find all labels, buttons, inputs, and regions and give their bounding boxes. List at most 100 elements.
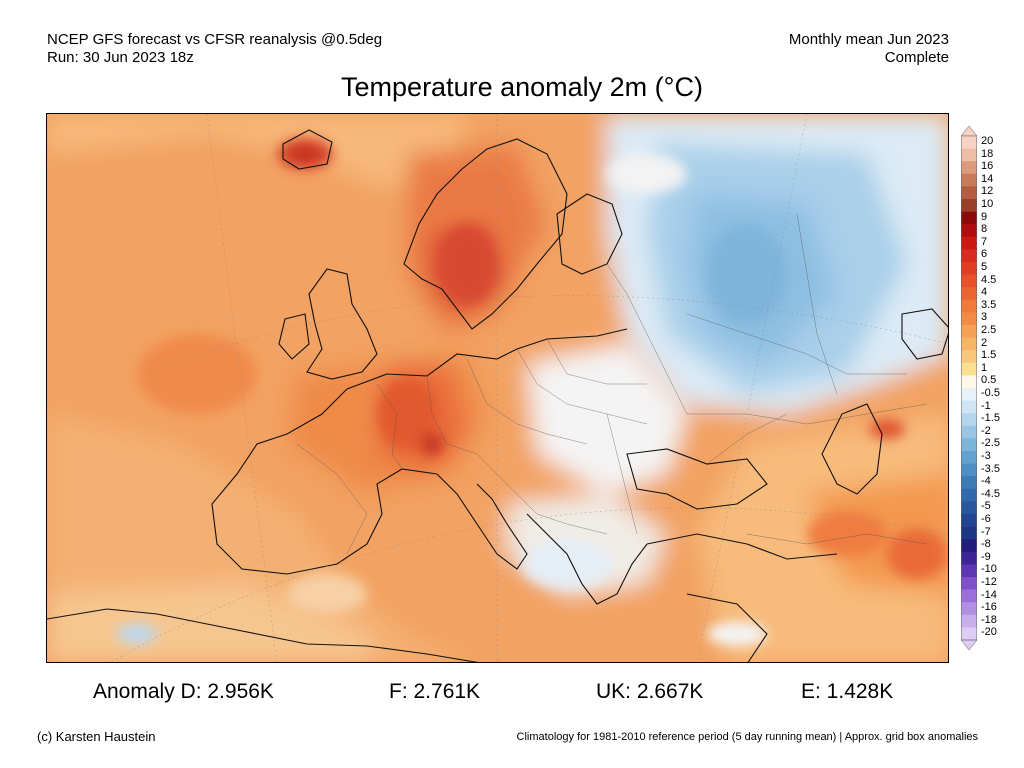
iberia-coast [211,388,438,575]
colorbar-tick-label: 10 [981,198,994,210]
colorbar-tick-label: -9 [981,550,991,563]
colorbar-tick-label: -1.5 [981,412,1000,425]
colorbar-swatch [961,614,977,628]
completion-status: Complete [884,49,949,66]
colorbar-swatch [961,577,977,590]
colorbar-tick-label: -2 [981,424,991,437]
colorbar-tick-label: -1 [981,399,991,412]
colorbar-swatch [961,438,977,452]
colorbar-tick-label: 14 [981,172,994,185]
country-anomalies: Anomaly D: 2.956K F: 2.761K UK: 2.667K E… [0,680,1024,706]
colorbar-swatch [961,262,977,275]
colorbar-tick-label: 1 [981,361,988,374]
colorbar-swatch [961,274,977,288]
levant-coast [686,593,768,662]
copyright: (c) Karsten Haustein [37,729,156,744]
colorbar-tick-label: 7 [981,235,988,248]
italy-coast [436,473,528,570]
colorbar-swatch [961,299,977,313]
colorbar-tick-label: 4.5 [981,273,997,286]
black-sea-coast [626,448,768,510]
colorbar-swatch [961,173,977,187]
colorbar-swatch [961,312,977,326]
colorbar-tick-label: 8 [981,223,988,236]
colorbar-tick-label: -2.5 [981,437,1000,450]
colorbar-outline [961,135,977,641]
scandinavia-coast [403,138,568,330]
colorbar-swatch [961,463,977,477]
iceland-coast [282,129,333,170]
caspian-coast [821,403,883,495]
colorbar-tick-label: 3 [981,311,988,324]
colorbar-swatch [961,148,977,162]
colorbar-swatch [961,564,977,578]
colorbar-tick-label: 2.5 [981,324,997,336]
colorbar-tick-label: 16 [981,160,994,173]
colorbar-tick-label: 12 [981,185,994,198]
colorbar-swatch [961,199,977,212]
header-right: Monthly mean Jun 2023 Complete [789,31,949,67]
colorbar-tick-label: 5 [981,261,988,273]
colorbar-swatch [961,287,977,301]
colorbar-swatch [961,362,977,376]
anomaly-france: F: 2.761K [389,680,481,703]
colorbar-swatch [961,526,977,540]
colorbar-swatch [961,224,977,238]
anomaly-uk: UK: 2.667K [596,680,704,703]
colorbar-swatch [961,514,977,527]
colorbar-tick-label: 20 [981,135,994,147]
colorbar-tick-label: -18 [981,613,997,626]
colorbar-swatch [961,350,977,364]
colorbar-tick-label: -12 [981,576,997,588]
anatolia-coast [646,533,838,560]
ireland-coast [278,313,310,360]
colorbar-swatch [961,501,977,515]
colorbar-swatch [961,551,977,565]
colorbar-tick-label: -6 [981,513,991,525]
graticule [109,114,948,662]
colorbar-swatch [961,337,977,351]
colorbar-tick-label: -7 [981,525,991,538]
colorbar-tick-label: -10 [981,563,997,576]
balkan-coast [526,513,648,605]
colorbar-swatch [961,413,977,427]
colorbar-tick-label: 0.5 [981,374,997,387]
africa-coast [47,608,479,662]
colorbar-swatch [961,249,977,263]
header-left: NCEP GFS forecast vs CFSR reanalysis @0.… [47,31,382,67]
colorbar-swatch [961,236,977,250]
colorbar-min-arrow [961,639,977,650]
colorbar-swatch [961,602,977,616]
britain-coast [306,268,378,380]
colorbar-swatch [961,476,977,490]
colorbar-max-arrow [961,126,977,137]
colorbar-swatch [961,388,977,401]
colorbar-swatch [961,186,977,200]
colorbar-tick-label: 9 [981,210,988,223]
colorbar [961,126,977,650]
colorbar-tick-label: 2 [981,336,988,349]
colorbar-swatch [961,211,977,225]
anomaly-details [117,138,947,646]
colorbar-tick-label: 3.5 [981,298,997,311]
borders [296,213,928,555]
colorbar-tick-label: 18 [981,147,994,160]
colorbar-tick-label: 4 [981,286,988,299]
colorbar-tick-label: -16 [981,601,997,614]
colorbar-tick-label: -0.5 [981,387,1000,399]
map-title: Temperature anomaly 2m (°C) [341,72,703,102]
anomaly-map-graphic [47,114,948,662]
colorbar-tick-label: -3 [981,450,991,462]
anomaly-germany: Anomaly D: 2.956K [93,680,274,703]
colorbar-tick-label: -3.5 [981,462,1000,475]
anomaly-spain: E: 1.428K [801,680,894,703]
colorbar-tick-label: -20 [981,626,997,639]
climatology-note: Climatology for 1981-2010 reference peri… [516,731,978,743]
colorbar-tick-label: -5 [981,500,991,513]
colorbar-swatch [961,589,977,603]
colorbar-swatch [961,539,977,553]
aral-coast [901,308,948,360]
colorbar-swatch [961,425,977,439]
colorbar-tick-label: -14 [981,588,997,601]
finland-coast [556,193,623,275]
